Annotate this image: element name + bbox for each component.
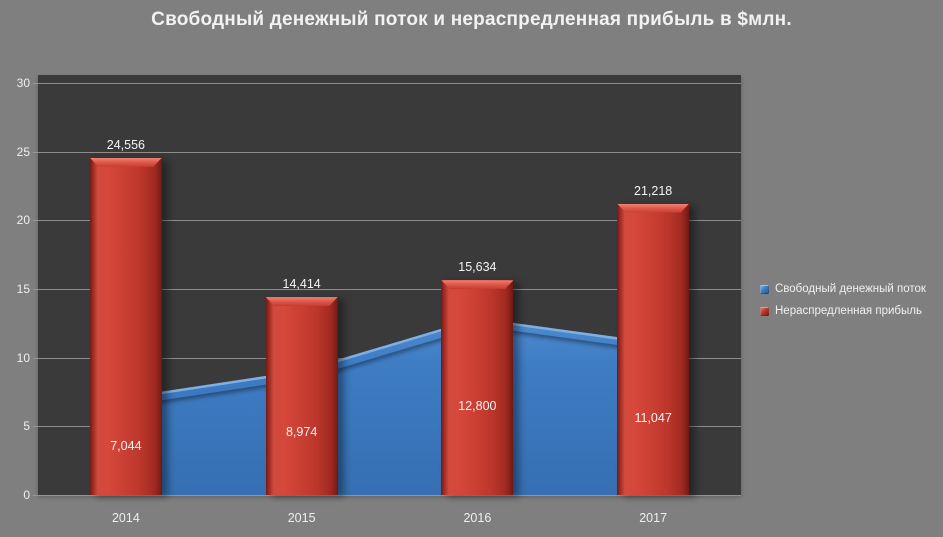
- area-edge-highlight: [125, 317, 654, 400]
- bar-value-label: 24,556: [106, 137, 145, 152]
- y-tick-label: 5: [23, 419, 30, 434]
- gridline: [33, 289, 741, 290]
- legend-label-bar: Нераспредленная прибыль: [775, 305, 922, 317]
- bar-2016: [441, 280, 514, 495]
- area-series-swatch-icon: [760, 284, 769, 294]
- category-label-2017: 2017: [639, 511, 668, 525]
- area-value-label: 12,800: [458, 399, 497, 414]
- y-tick-label: 20: [16, 213, 30, 228]
- gridline: [33, 220, 741, 222]
- y-tick-label: 0: [23, 488, 30, 502]
- gridline: [33, 83, 741, 84]
- area-value-label: 11,047: [634, 411, 672, 426]
- gridline: [33, 495, 741, 496]
- legend: Свободный денежный поток Нераспредленная…: [760, 283, 940, 327]
- area-value-label: 8,974: [285, 425, 318, 440]
- plot-area: 24,556 7,044 14,414 8,974 15,634 12,800 21,218…: [33, 75, 741, 496]
- category-label-2014: 2014: [111, 511, 140, 525]
- y-tick-label: 10: [16, 350, 30, 365]
- category-label-2015: 2015: [287, 511, 316, 525]
- bar-2015: [265, 297, 338, 495]
- area-value-label: 7,044: [110, 438, 142, 453]
- area-series: [125, 317, 657, 495]
- y-tick-label: 25: [16, 144, 30, 159]
- bar-2017: [617, 203, 690, 495]
- gridline: [33, 151, 741, 153]
- bar-value-label: 21,218: [634, 183, 673, 198]
- y-tick-label: 30: [16, 76, 30, 90]
- legend-item-bar: Нераспредленная прибыль: [760, 305, 940, 317]
- legend-label-area: Свободный денежный поток: [775, 283, 926, 295]
- legend-item-area: Свободный денежный поток: [760, 283, 940, 295]
- chart-title: Свободный денежный поток и нераспредленн…: [151, 9, 792, 30]
- bar-series-swatch-icon: [760, 306, 769, 316]
- y-tick-label: 15: [16, 282, 30, 296]
- bar-2014: [89, 157, 162, 495]
- category-label-2016: 2016: [463, 511, 492, 525]
- bar-value-label: 14,414: [282, 277, 321, 292]
- bar-value-label: 15,634: [458, 260, 497, 275]
- area-polygon: [125, 319, 654, 495]
